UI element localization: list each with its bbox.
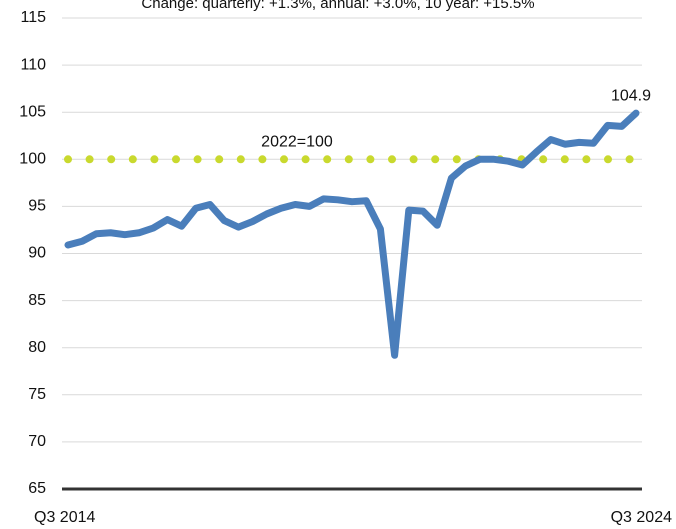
y-tick-label: 95 (28, 198, 46, 215)
y-tick-label: 85 (28, 292, 46, 309)
y-tick-label: 100 (19, 151, 46, 168)
data-line (64, 109, 640, 359)
y-tick-label: 90 (28, 245, 46, 262)
y-tick-label: 105 (19, 103, 46, 120)
data-label: 104.9 (611, 87, 651, 104)
x-tick-label: Q3 2014 (34, 509, 95, 526)
y-tick-label: 65 (28, 480, 46, 497)
y-tick-label: 115 (20, 9, 46, 26)
y-tick-label: 70 (28, 433, 46, 450)
reference-label: 2022=100 (261, 134, 333, 151)
y-tick-label: 75 (28, 386, 46, 403)
x-tick-label: Q3 2024 (611, 509, 672, 526)
y-tick-label: 110 (20, 56, 46, 73)
chart-subtitle: Change: quarterly: +1.3%, annual: +3.0%,… (141, 0, 534, 12)
y-tick-label: 80 (28, 339, 46, 356)
